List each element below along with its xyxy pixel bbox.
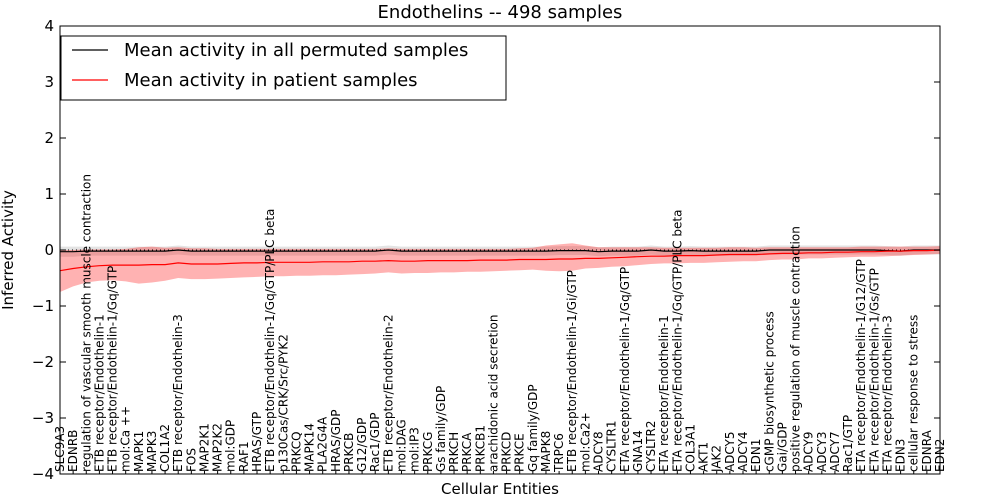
x-tick-label: G12/GDP [355,418,369,472]
series-1-line [59,249,941,272]
x-tick-label: COL3A1 [683,424,697,472]
x-tick-label: PRKCD [500,432,514,472]
x-tick-label: ADCY7 [828,431,842,472]
x-tick-label: MAP2K2 [211,423,225,472]
x-tick-label: ADCY5 [723,431,737,472]
y-axis: −4 −3 −2 −1 0 1 2 3 4 [32,17,940,483]
x-tick-label: EDN2 [933,439,947,472]
x-tick-label: mol:Ca2+ [578,412,592,472]
x-tick-label: ETA receptor/Endothelin-1 [657,315,671,472]
x-tick-label: ETB receptor/Endothelin-1/Gq/GTP/PLC bet… [263,209,277,472]
x-tick-label: cGMP biosynthetic process [762,311,776,472]
x-tick-label: Rac1/GDP [368,412,382,471]
x-tick-label: MAPK3 [145,431,159,472]
y-tick-label: −3 [32,409,54,427]
x-tick-label: ADCY4 [736,431,750,472]
x-tick-label: FOS [184,448,198,472]
x-tick-label: CYSLTR1 [605,421,619,472]
x-tick-label: EDN3 [894,439,908,472]
x-tick-label: JAK2 [710,445,724,473]
x-tick-label: SLC9A3 [53,426,67,472]
x-tick-label: ADCY3 [815,431,829,472]
x-tick-label: positive regulation of muscle contractio… [789,226,803,472]
x-tick-label: HRAS/GDP [329,409,343,472]
x-tick-label: RAF1 [237,441,251,472]
x-tick-label: Gai/GDP [775,422,789,472]
y-tick-label: 0 [44,241,54,259]
series-0-line [60,249,940,253]
x-tick-label: AKT1 [697,442,711,472]
x-tick-label: ADCY8 [592,431,606,472]
x-tick-label: Rac1/GTP [841,415,855,472]
y-tick-label: 3 [44,73,54,91]
legend-label-1: Mean activity in patient samples [124,70,418,91]
x-tick-label: PRKCG [421,432,435,472]
x-tick-label: MAP2K1 [198,423,212,472]
x-tick-label: MAPK14 [303,423,317,472]
x-tick-label: ETB receptor/Endothelin-1 [92,314,106,472]
x-tick-label: PRKCQ [289,431,303,472]
x-tick-label: PRKCA [460,432,474,472]
y-tick-label: −4 [32,465,54,483]
x-tick-label: EDNRB [66,430,80,472]
x-tick-label: ETA receptor/Endothelin-1/Gq/GTP [618,267,632,472]
x-tick-label: PRKCB1 [473,425,487,472]
legend: Mean activity in all permuted samples Mea… [60,35,507,101]
x-tick-label: COL1A2 [158,424,172,472]
x-tick-label: EDN1 [749,439,763,472]
plot-area [59,243,941,292]
x-tick-label: ETB receptor/Endothelin-2 [381,314,395,472]
x-tick-label: HRAS/GTP [250,412,264,472]
x-tick-label: Gq family/GDP [526,384,540,472]
x-tick-label: ETA receptor/Endothelin-1/Gs/GTP [867,268,881,472]
x-tick-label: cellular response to stress [907,315,921,472]
x-tick-label: mol:IP3 [408,427,422,472]
x-axis-tick-labels: SLC9A3 EDNRB regulation of vascular smooth… [53,174,947,474]
y-tick-label: 2 [44,129,54,147]
x-tick-label: mol:DAG [395,419,409,472]
x-tick-label: ETB receptor/Endothelin-1/Gi/GTP [565,270,579,472]
x-tick-label: PLA2G4A [316,416,330,472]
y-axis-label: Inferred Activity [0,190,17,310]
x-tick-label: mol:Ca ++ [119,406,133,472]
x-tick-label: ETB receptor/Endothelin-1/Gq/GTP [106,266,120,472]
x-tick-label: Gs family/GDP [434,386,448,472]
y-tick-label: −1 [32,297,54,315]
x-tick-label: p130Cas/CRK/Src/PYK2 [276,334,290,472]
x-tick-label: PRKCB [342,433,356,472]
x-tick-label: regulation of vascular smooth muscle con… [79,174,93,472]
chart-title: Endothelins -- 498 samples [378,2,623,23]
y-tick-label: −2 [32,353,54,371]
x-tick-label: mol:GDP [224,420,238,472]
x-tick-label: arachidonic acid secretion [486,314,500,471]
y-tick-label: 1 [44,185,54,203]
x-tick-label: ETA receptor/Endothelin-1/Gq/GTP/PLC bet… [670,210,684,472]
legend-label-0: Mean activity in all permuted samples [124,40,468,61]
x-tick-label: ETA receptor/Endothelin-3 [881,315,895,472]
legend-box [60,35,507,101]
x-tick-label: CYSLTR2 [644,421,658,472]
x-tick-label: PRKCE [513,433,527,472]
x-tick-label: MAPK1 [132,431,146,472]
x-tick-label: ADCY9 [802,431,816,472]
x-tick-label: PRKCH [447,432,461,472]
x-tick-label: ETB receptor/Endothelin-3 [171,314,185,472]
x-tick-label: MAPK8 [539,431,553,472]
y-tick-label: 4 [44,17,54,35]
x-tick-label: EDNRA [920,429,934,472]
x-tick-label: TRPC6 [552,433,566,473]
x-tick-label: GNA14 [631,430,645,472]
x-axis-label: Cellular Entities [441,480,559,498]
x-tick-label: ETA receptor/Endothelin-1/G12/GTP [854,259,868,472]
